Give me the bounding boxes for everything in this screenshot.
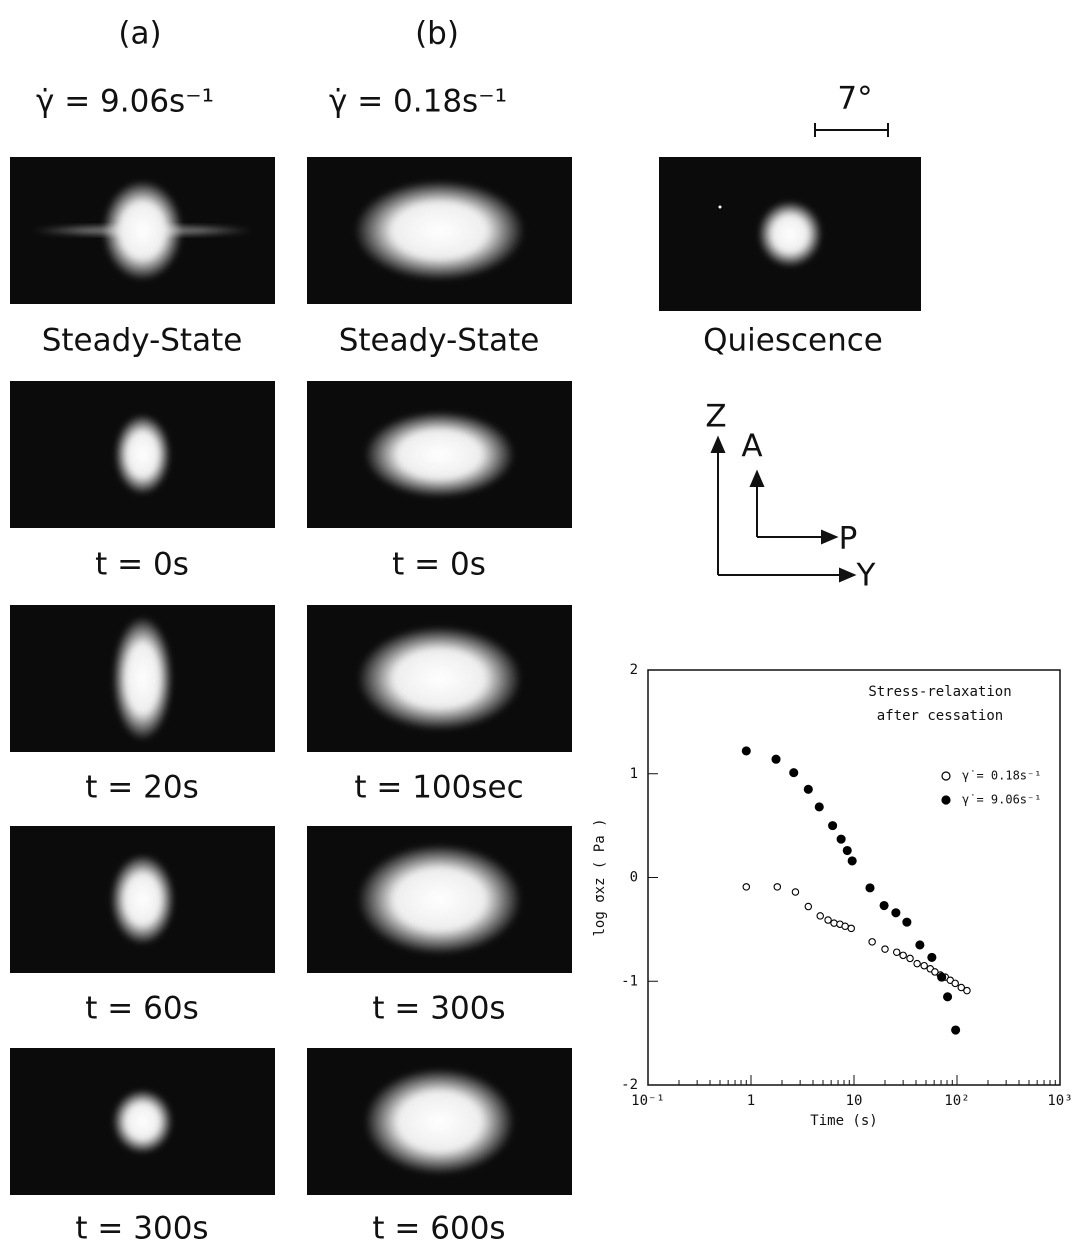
data-point — [868, 938, 876, 946]
caption: t = 100sec — [354, 770, 523, 806]
scattering-pattern — [354, 180, 525, 281]
data-point — [816, 912, 824, 920]
caption: t = 60s — [85, 991, 198, 1027]
axis-letter: Y — [856, 558, 876, 594]
data-point — [836, 834, 846, 844]
caption: t = 0s — [392, 547, 486, 583]
panel-label: (a) — [118, 16, 161, 52]
annotation: Stress-relaxation — [868, 684, 1011, 700]
caption: Steady-State — [339, 323, 540, 359]
scattering-pattern — [364, 411, 515, 498]
data-point — [892, 948, 901, 956]
y-axis-label: log σxz ( Pa ) — [592, 818, 608, 936]
legend-label: γ̇ = 0.18s⁻¹ — [962, 769, 1041, 783]
y-tick-label: 2 — [630, 662, 638, 678]
caption: t = 300s — [75, 1211, 208, 1247]
data-point — [927, 952, 937, 962]
axis-letter: P — [839, 521, 858, 557]
data-point — [791, 888, 800, 896]
chart: 10⁻¹ 1 10 10² 10³ -2 -1 0 1 2 Time (s) log σxz ( Pa… — [592, 662, 1073, 1129]
scattering-pattern — [110, 854, 175, 945]
data-point — [943, 992, 953, 1002]
data-point — [828, 821, 838, 831]
scattering-pattern — [112, 1089, 173, 1154]
data-point — [847, 856, 857, 866]
scattering-pattern — [364, 1068, 515, 1175]
x-tick-label: 10² — [944, 1093, 969, 1109]
data-point — [913, 959, 921, 968]
annotation: after cessation — [877, 708, 1003, 724]
y-tick-label: -2 — [621, 1077, 638, 1093]
data-point — [951, 1025, 961, 1035]
data-point — [951, 979, 959, 988]
caption: t = 600s — [372, 1211, 505, 1247]
y-tick-label: 1 — [630, 766, 638, 782]
caption: Steady-State — [42, 323, 243, 359]
x-tick-label: 10⁻¹ — [631, 1093, 665, 1109]
plot-frame — [647, 669, 1061, 1086]
data-point — [906, 954, 914, 963]
data-point — [891, 908, 901, 918]
x-tick-label: 10 — [846, 1093, 863, 1109]
scattering-pattern — [102, 180, 183, 281]
scale-bar — [814, 123, 889, 137]
data-point — [803, 784, 813, 794]
shear-rate: γ̇ = 9.06s⁻¹ — [36, 84, 214, 120]
data-point — [881, 945, 889, 953]
scattering-pattern — [357, 844, 522, 955]
speck — [718, 205, 722, 209]
x-tick-label: 10³ — [1047, 1093, 1072, 1109]
data-point — [963, 986, 971, 995]
caption: t = 300s — [372, 991, 505, 1027]
scattering-pattern — [114, 414, 171, 495]
scattering-pattern — [112, 616, 173, 741]
caption: t = 20s — [85, 770, 198, 806]
axis-letter: Z — [705, 399, 726, 435]
data-point — [814, 802, 824, 812]
data-point — [902, 917, 912, 927]
data-point — [789, 768, 799, 778]
legend-marker — [941, 771, 951, 781]
y-tick-label: 0 — [630, 870, 638, 886]
data-point — [741, 746, 751, 756]
scattering-pattern — [758, 201, 822, 267]
x-axis-label: Time (s) — [810, 1113, 877, 1129]
data-point — [830, 919, 838, 927]
data-point — [842, 845, 852, 856]
panel-label: (b) — [415, 16, 459, 52]
y-tick-label: -1 — [621, 973, 638, 989]
data-point — [915, 940, 925, 950]
data-point — [865, 883, 875, 893]
data-point — [742, 883, 751, 891]
scale-label: 7° — [837, 81, 872, 117]
data-point — [879, 900, 889, 911]
legend-marker — [941, 795, 951, 805]
caption: t = 0s — [95, 547, 189, 583]
data-point — [771, 754, 781, 764]
axis-letter: A — [741, 429, 762, 465]
scattering-pattern — [357, 626, 522, 731]
legend-label: γ̇ = 9.06s⁻¹ — [962, 793, 1041, 807]
data-point — [824, 916, 832, 924]
data-point — [931, 968, 939, 976]
shear-rate: γ̇ = 0.18s⁻¹ — [329, 84, 507, 120]
data-point — [773, 883, 782, 891]
data-point — [899, 951, 907, 960]
axes-diagram — [710, 435, 857, 583]
data-point — [957, 983, 966, 992]
data-point — [804, 902, 813, 911]
caption: Quiescence — [703, 323, 883, 359]
data-point — [847, 924, 855, 933]
data-point — [920, 961, 928, 970]
x-tick-label: 1 — [747, 1093, 755, 1109]
data-point — [841, 922, 849, 931]
data-point — [937, 972, 947, 982]
